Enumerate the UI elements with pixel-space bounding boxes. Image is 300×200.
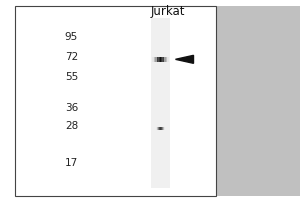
FancyBboxPatch shape [162, 127, 163, 130]
FancyBboxPatch shape [154, 57, 155, 62]
FancyBboxPatch shape [167, 57, 168, 62]
FancyBboxPatch shape [216, 6, 300, 196]
FancyBboxPatch shape [160, 127, 161, 130]
Text: 17: 17 [65, 158, 78, 168]
Polygon shape [176, 55, 194, 63]
FancyBboxPatch shape [159, 57, 160, 62]
Text: 55: 55 [65, 72, 78, 82]
Text: Jurkat: Jurkat [151, 4, 185, 18]
FancyBboxPatch shape [158, 127, 159, 130]
FancyBboxPatch shape [163, 57, 164, 62]
FancyBboxPatch shape [155, 57, 156, 62]
FancyBboxPatch shape [158, 57, 159, 62]
FancyBboxPatch shape [160, 127, 161, 130]
FancyBboxPatch shape [163, 127, 164, 130]
FancyBboxPatch shape [157, 127, 158, 130]
FancyBboxPatch shape [156, 57, 157, 62]
FancyBboxPatch shape [15, 6, 216, 196]
FancyBboxPatch shape [158, 127, 159, 130]
FancyBboxPatch shape [164, 57, 165, 62]
FancyBboxPatch shape [162, 57, 163, 62]
FancyBboxPatch shape [161, 57, 162, 62]
FancyBboxPatch shape [157, 57, 158, 62]
FancyBboxPatch shape [162, 127, 163, 130]
FancyBboxPatch shape [159, 127, 160, 130]
FancyBboxPatch shape [165, 57, 166, 62]
FancyBboxPatch shape [157, 127, 158, 130]
FancyBboxPatch shape [166, 57, 167, 62]
Text: 95: 95 [65, 32, 78, 42]
FancyBboxPatch shape [151, 18, 170, 188]
Text: 72: 72 [65, 52, 78, 62]
FancyBboxPatch shape [161, 127, 162, 130]
FancyBboxPatch shape [154, 57, 155, 62]
Text: 36: 36 [65, 103, 78, 113]
Text: 28: 28 [65, 121, 78, 131]
FancyBboxPatch shape [153, 57, 154, 62]
FancyBboxPatch shape [160, 57, 161, 62]
